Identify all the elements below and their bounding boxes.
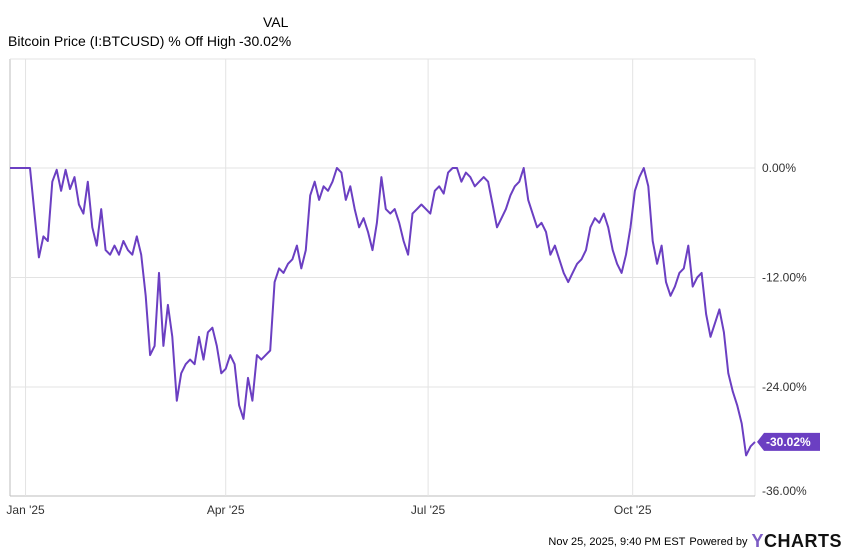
- x-axis-ticks: Jan '25 Apr '25 Jul '25 Oct '25: [6, 503, 651, 517]
- line-chart: Jan '25 Apr '25 Jul '25 Oct '25 0.00% -12.00…: [6, 58, 820, 517]
- ycharts-logo-y: Y: [751, 531, 764, 551]
- legend-series-name: Bitcoin Price (I:BTCUSD) % Off High: [8, 33, 236, 49]
- x-tick-label: Oct '25: [614, 503, 652, 517]
- legend-series-value: -30.02%: [239, 33, 292, 49]
- footer-timestamp: Nov 25, 2025, 9:40 PM EST: [548, 535, 686, 548]
- x-tick-label: Jul '25: [411, 503, 446, 517]
- footer: Nov 25, 2025, 9:40 PM EST Powered by YCH…: [548, 531, 842, 552]
- series-layer: [10, 167, 756, 457]
- ycharts-logo-text: CHARTS: [764, 531, 842, 551]
- y-tick-label: -12.00%: [762, 271, 807, 285]
- last-value-badge: [757, 432, 820, 451]
- y-tick-label: -24.00%: [762, 380, 807, 394]
- grid-lines: [9, 58, 756, 497]
- series-line: [10, 167, 756, 457]
- x-tick-label: Jan '25: [6, 503, 45, 517]
- y-axis-ticks: 0.00% -12.00% -24.00% -36.00%: [762, 161, 807, 498]
- y-tick-label: -36.00%: [762, 484, 807, 498]
- y-tick-label: 0.00%: [762, 161, 796, 175]
- x-tick-label: Apr '25: [207, 503, 245, 517]
- footer-powered-by: Powered by: [689, 535, 748, 548]
- legend-column-header: VAL: [263, 14, 289, 30]
- last-value-layer: -30.02%: [757, 432, 820, 451]
- ycharts-logo[interactable]: YCHARTS: [751, 531, 842, 552]
- last-value-label: -30.02%: [766, 435, 811, 449]
